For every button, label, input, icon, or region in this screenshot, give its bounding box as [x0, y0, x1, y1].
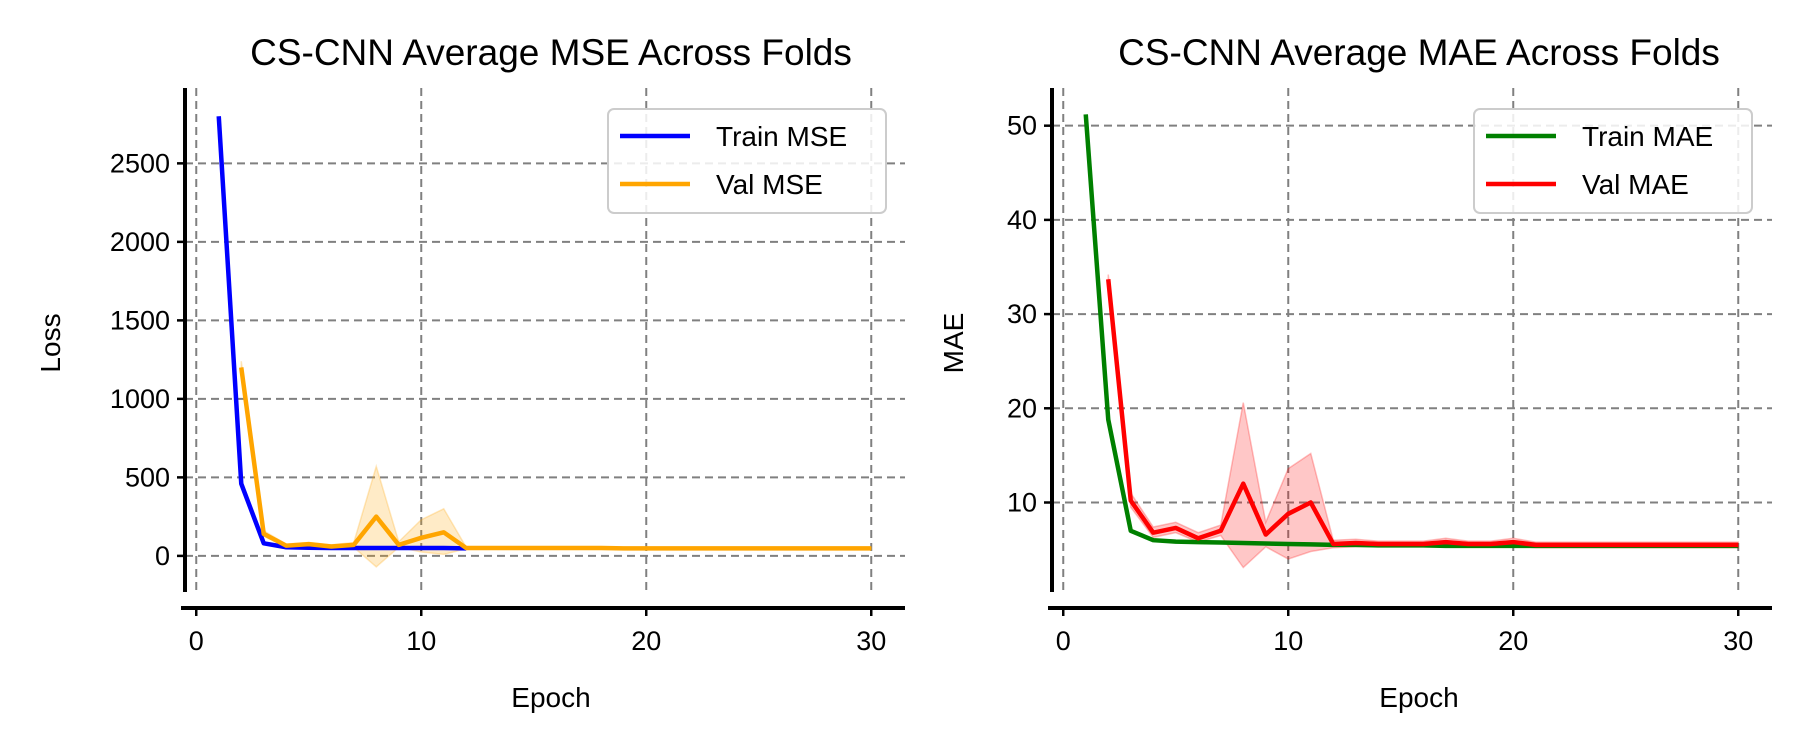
x-tick-label: 20 [1498, 626, 1528, 656]
y-tick-label: 0 [155, 541, 170, 571]
y-tick-label: 40 [1007, 205, 1037, 235]
chart-title: CS-CNN Average MSE Across Folds [250, 32, 852, 73]
x-tick-label: 20 [631, 626, 661, 656]
y-tick-label: 10 [1007, 488, 1037, 518]
x-tick-label: 0 [189, 626, 204, 656]
x-axis-label: Epoch [511, 682, 590, 713]
y-tick-label: 20 [1007, 393, 1037, 423]
y-tick-label: 1000 [110, 384, 170, 414]
x-tick-label: 10 [406, 626, 436, 656]
y-axis-label: MAE [938, 313, 969, 374]
legend-label: Train MAE [1582, 121, 1713, 152]
y-tick-label: 50 [1007, 111, 1037, 141]
legend: Train MAE Val MAE [1473, 108, 1753, 214]
confidence-band [1107, 274, 1739, 569]
series-line [216, 116, 467, 551]
chart-title: CS-CNN Average MAE Across Folds [1118, 32, 1720, 73]
mse-panel: CS-CNN Average MSE Across Folds Epoch Lo… [35, 32, 905, 713]
mae-panel: CS-CNN Average MAE Across Folds Epoch MA… [938, 32, 1772, 713]
confidence-band [240, 361, 872, 568]
x-tick-label: 0 [1056, 626, 1071, 656]
y-axis-label: Loss [35, 313, 66, 372]
x-tick-label: 10 [1273, 626, 1303, 656]
legend-label: Train MSE [716, 121, 847, 152]
series-line [1106, 279, 1739, 548]
y-tick-label: 1500 [110, 305, 170, 335]
legend-label: Val MAE [1582, 169, 1689, 200]
legend: Train MSE Val MSE [607, 108, 887, 214]
y-tick-label: 500 [125, 462, 170, 492]
x-axis-label: Epoch [1379, 682, 1458, 713]
x-tick-label: 30 [1723, 626, 1753, 656]
y-tick-label: 30 [1007, 299, 1037, 329]
y-tick-label: 2500 [110, 148, 170, 178]
series-line [239, 367, 872, 551]
legend-label: Val MSE [716, 169, 823, 200]
x-tick-label: 30 [856, 626, 886, 656]
y-tick-label: 2000 [110, 227, 170, 257]
